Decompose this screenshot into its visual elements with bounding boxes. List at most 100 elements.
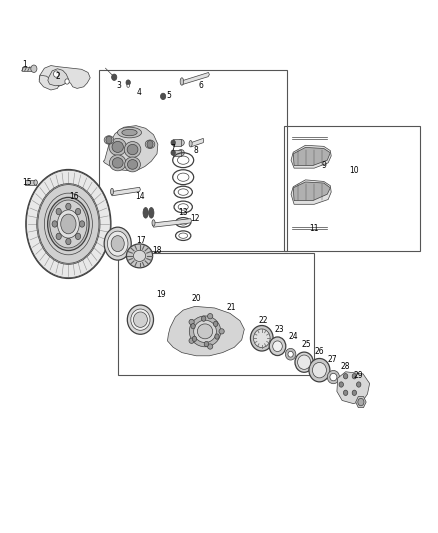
Circle shape — [147, 141, 153, 148]
Polygon shape — [103, 126, 158, 171]
Ellipse shape — [189, 316, 221, 347]
Text: 29: 29 — [353, 371, 363, 380]
Polygon shape — [291, 146, 331, 168]
Ellipse shape — [295, 352, 313, 372]
Ellipse shape — [127, 144, 138, 155]
Ellipse shape — [104, 136, 114, 144]
Text: 22: 22 — [259, 316, 268, 325]
Ellipse shape — [134, 312, 148, 327]
Polygon shape — [293, 148, 330, 165]
Ellipse shape — [269, 337, 286, 356]
Ellipse shape — [26, 169, 111, 278]
Ellipse shape — [330, 373, 337, 381]
Circle shape — [352, 374, 357, 379]
Ellipse shape — [37, 183, 100, 264]
Text: 19: 19 — [156, 289, 166, 298]
Polygon shape — [39, 75, 59, 90]
Circle shape — [215, 334, 219, 339]
Ellipse shape — [273, 341, 283, 352]
Text: 7: 7 — [171, 144, 176, 153]
Ellipse shape — [251, 326, 273, 351]
Ellipse shape — [104, 227, 131, 260]
Ellipse shape — [61, 214, 76, 234]
Text: 1: 1 — [22, 60, 27, 69]
Circle shape — [56, 208, 61, 215]
Circle shape — [126, 80, 131, 85]
Circle shape — [65, 79, 69, 84]
Ellipse shape — [122, 130, 137, 136]
Circle shape — [352, 390, 357, 395]
Circle shape — [343, 374, 348, 379]
Ellipse shape — [143, 207, 148, 218]
Ellipse shape — [112, 158, 123, 168]
Text: 6: 6 — [198, 81, 203, 90]
Ellipse shape — [48, 197, 89, 251]
Ellipse shape — [117, 127, 141, 138]
Circle shape — [53, 71, 59, 77]
Ellipse shape — [178, 150, 184, 156]
Circle shape — [343, 390, 348, 395]
Ellipse shape — [312, 362, 326, 378]
Circle shape — [66, 203, 71, 209]
Text: 17: 17 — [137, 237, 146, 246]
Circle shape — [56, 233, 61, 239]
Text: 4: 4 — [137, 87, 142, 96]
Polygon shape — [167, 306, 244, 356]
Circle shape — [52, 221, 57, 227]
Polygon shape — [111, 187, 141, 196]
Ellipse shape — [208, 344, 213, 349]
Circle shape — [204, 342, 208, 346]
Ellipse shape — [134, 251, 146, 262]
Ellipse shape — [180, 78, 184, 85]
Polygon shape — [152, 219, 191, 227]
Ellipse shape — [178, 140, 184, 146]
Ellipse shape — [189, 141, 192, 147]
Ellipse shape — [110, 155, 126, 171]
Text: 13: 13 — [178, 208, 188, 217]
Text: 12: 12 — [190, 214, 200, 223]
Ellipse shape — [219, 329, 224, 334]
Polygon shape — [291, 180, 331, 204]
Ellipse shape — [327, 370, 339, 384]
Ellipse shape — [145, 140, 155, 149]
Ellipse shape — [208, 313, 213, 319]
Ellipse shape — [109, 139, 127, 156]
Bar — [173, 150, 181, 156]
Polygon shape — [337, 372, 370, 403]
Ellipse shape — [34, 180, 37, 185]
Text: 20: 20 — [191, 294, 201, 303]
Circle shape — [127, 84, 130, 87]
Circle shape — [213, 321, 218, 327]
Polygon shape — [39, 66, 90, 88]
Ellipse shape — [57, 210, 79, 238]
Ellipse shape — [107, 231, 128, 256]
Circle shape — [31, 65, 37, 72]
Text: 10: 10 — [350, 166, 359, 175]
Circle shape — [66, 238, 71, 245]
Text: 25: 25 — [301, 340, 311, 349]
Circle shape — [106, 136, 112, 144]
Polygon shape — [356, 397, 366, 408]
Ellipse shape — [127, 159, 138, 169]
Text: 21: 21 — [226, 303, 236, 312]
Text: 18: 18 — [152, 246, 162, 255]
Ellipse shape — [38, 184, 99, 263]
Circle shape — [358, 398, 364, 406]
Text: 24: 24 — [288, 332, 298, 341]
Ellipse shape — [152, 220, 155, 226]
Bar — [21, 67, 34, 71]
Ellipse shape — [198, 324, 213, 339]
Ellipse shape — [171, 140, 175, 146]
Circle shape — [75, 233, 81, 239]
Ellipse shape — [112, 141, 124, 152]
Text: 15: 15 — [22, 178, 32, 187]
Ellipse shape — [127, 244, 152, 268]
Ellipse shape — [297, 355, 311, 369]
Circle shape — [160, 93, 166, 100]
Ellipse shape — [125, 157, 141, 172]
Bar — [99, 70, 287, 251]
Text: 2: 2 — [55, 71, 60, 80]
Ellipse shape — [309, 359, 330, 382]
Circle shape — [339, 382, 343, 387]
Ellipse shape — [127, 305, 153, 334]
